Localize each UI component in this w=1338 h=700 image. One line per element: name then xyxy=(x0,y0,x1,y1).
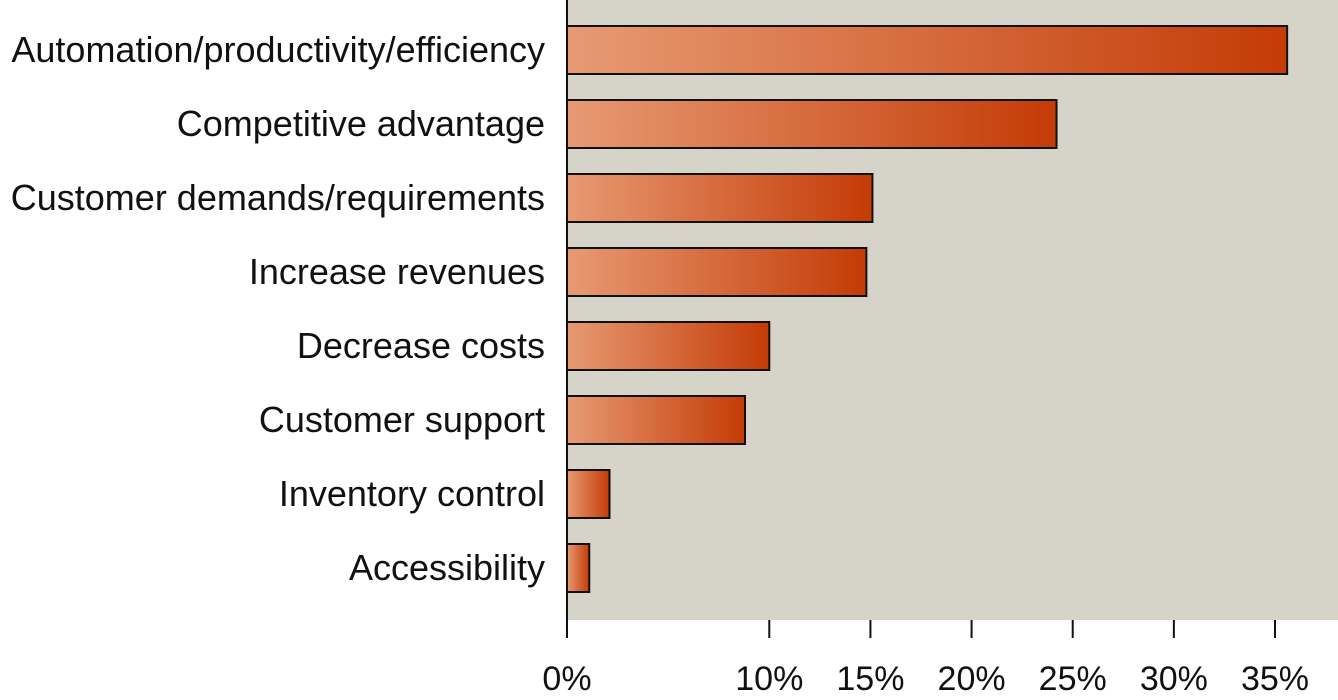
category-labels: Automation/productivity/efficiency Compet… xyxy=(11,29,545,588)
x-axis-ticks: 0% 10% 15% 20% 25% 30% 35% xyxy=(542,620,1309,698)
x-tick-label-1: 0% xyxy=(542,660,591,698)
bar-3 xyxy=(566,173,874,223)
category-label-6: Customer support xyxy=(259,399,545,440)
bar-4 xyxy=(566,247,868,297)
x-tick-label-2: 10% xyxy=(735,660,803,698)
bar-6 xyxy=(566,395,747,445)
bar-7 xyxy=(566,469,611,519)
bar-2 xyxy=(566,99,1058,149)
bar-1 xyxy=(566,25,1289,75)
x-tick-label-4: 20% xyxy=(938,660,1006,698)
bar-8 xyxy=(566,543,591,593)
category-label-8: Accessibility xyxy=(349,547,545,588)
x-tick-label-5: 25% xyxy=(1039,660,1107,698)
category-label-5: Decrease costs xyxy=(297,325,545,366)
x-tick-label-3: 15% xyxy=(836,660,904,698)
x-tick-label-7: 35% xyxy=(1241,660,1309,698)
x-tick-label-6: 30% xyxy=(1140,660,1208,698)
bars-group xyxy=(566,25,1289,593)
category-label-3: Customer demands/requirements xyxy=(11,177,545,218)
category-label-4: Increase revenues xyxy=(249,251,545,292)
category-label-2: Competitive advantage xyxy=(177,103,545,144)
plot-background xyxy=(567,0,1338,620)
bar-5 xyxy=(566,321,771,371)
category-label-7: Inventory control xyxy=(279,473,545,514)
category-label-1: Automation/productivity/efficiency xyxy=(11,29,545,70)
